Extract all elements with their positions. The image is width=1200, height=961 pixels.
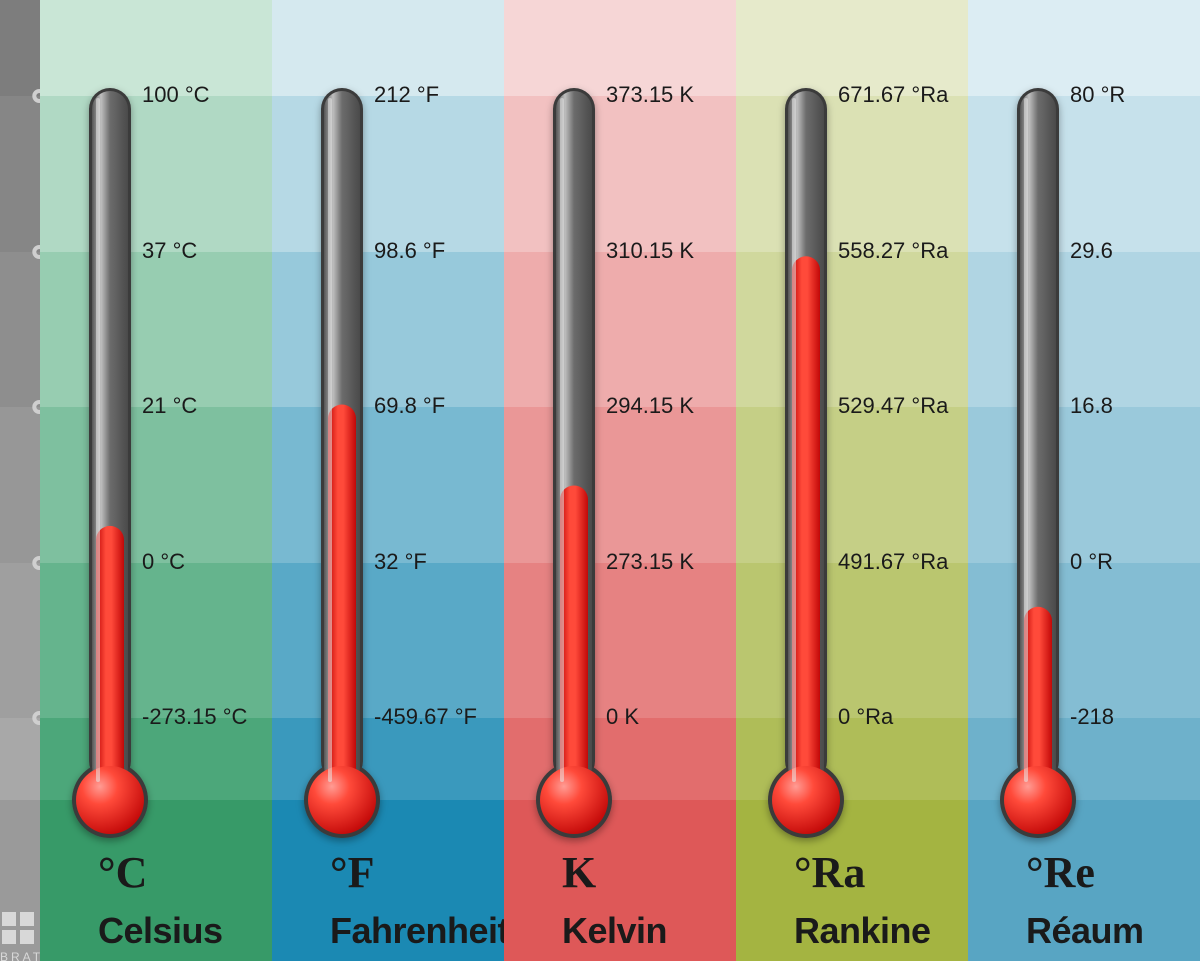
scale-column-rankine: 671.67 °Ra 558.27 °Ra 529.47 °Ra 491.67 °Ra…: [736, 0, 968, 961]
scale-symbol: °Ra: [794, 847, 865, 898]
scale-mark-label: 0 K: [606, 704, 639, 730]
scale-mark-label: 491.67 °Ra: [838, 549, 948, 575]
scale-mark-label: 0 °C: [142, 549, 185, 575]
scale-mark-label: 529.47 °Ra: [838, 393, 948, 419]
scale-mark-label: 373.15 K: [606, 82, 694, 108]
scale-mark-label: 16.8: [1070, 393, 1113, 419]
scale-mark-label: 273.15 K: [606, 549, 694, 575]
brand-logo-icon: [0, 910, 40, 950]
scale-mark-label: -273.15 °C: [142, 704, 247, 730]
thermometer-fahrenheit: [287, 0, 397, 875]
scale-mark-label: 32 °F: [374, 549, 427, 575]
scale-mark-label: 80 °R: [1070, 82, 1125, 108]
scale-name: Celsius: [98, 910, 223, 952]
scale-mark-label: 558.27 °Ra: [838, 238, 948, 264]
thermometer-rankine: [751, 0, 861, 875]
scale-mark-label: 294.15 K: [606, 393, 694, 419]
scale-mark-label: 0 °R: [1070, 549, 1113, 575]
scale-symbol: °F: [330, 847, 374, 898]
scale-symbol: °C: [98, 847, 147, 898]
scale-mark-label: 98.6 °F: [374, 238, 445, 264]
scale-mark-label: -218: [1070, 704, 1114, 730]
scale-symbol: K: [562, 847, 596, 898]
scale-mark-label: -459.67 °F: [374, 704, 477, 730]
scale-column-kelvin: 373.15 K 310.15 K 294.15 K 273.15 K 0 K K Kelv…: [504, 0, 736, 961]
scale-mark-label: 212 °F: [374, 82, 439, 108]
scale-mark-label: 0 °Ra: [838, 704, 893, 730]
scale-name: Réaum: [1026, 910, 1144, 952]
thermometer-kelvin: [519, 0, 629, 875]
scale-mark-label: 100 °C: [142, 82, 210, 108]
scale-mark-label: 69.8 °F: [374, 393, 445, 419]
scale-column-reaumur: 80 °R 29.6 16.8 0 °R -218 °Re Réaum: [968, 0, 1200, 961]
scale-mark-label: 21 °C: [142, 393, 197, 419]
scale-name: Kelvin: [562, 910, 667, 952]
thermometer-celsius: [55, 0, 165, 875]
scale-mark-label: 671.67 °Ra: [838, 82, 948, 108]
scale-mark-label: 310.15 K: [606, 238, 694, 264]
scale-symbol: °Re: [1026, 847, 1095, 898]
scale-column-fahrenheit: 212 °F98.6 °F69.8 °F32 °F-459.67 °F°FFah…: [272, 0, 504, 961]
scale-mark-label: 37 °C: [142, 238, 197, 264]
temperature-scales-infographic: BRATE: [0, 0, 1200, 961]
side-legend-column: BRATE: [0, 0, 40, 961]
scale-mark-label: 29.6: [1070, 238, 1113, 264]
scale-name: Rankine: [794, 910, 931, 952]
scale-column-celsius: 100 °C 37 °C 21 °C 0 °C -273.15 °C °C Celsius: [40, 0, 272, 961]
scale-name: Fahrenheit: [330, 910, 509, 952]
thermometer-reaumur: [983, 0, 1093, 875]
